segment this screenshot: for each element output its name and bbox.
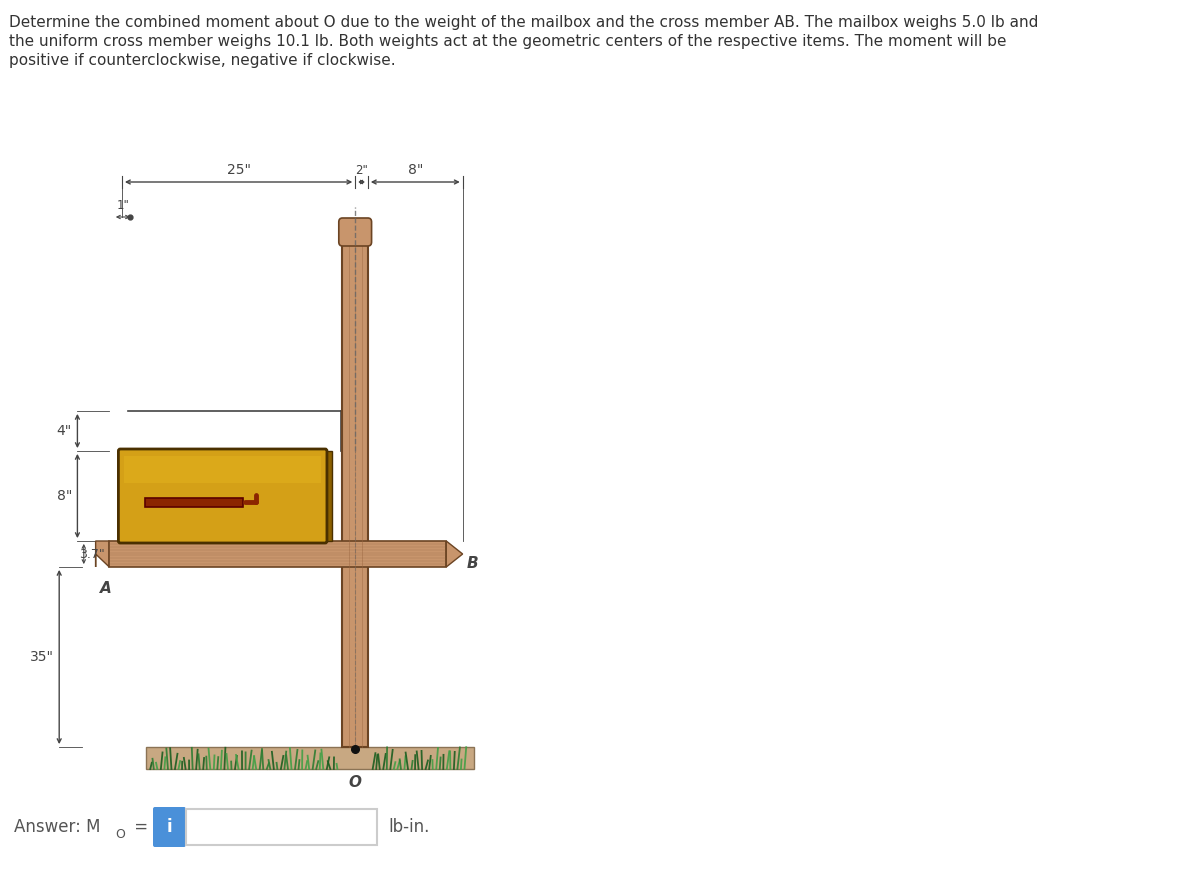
Polygon shape xyxy=(96,541,109,567)
Text: 8": 8" xyxy=(56,489,72,503)
Text: Determine the combined moment about O due to the weight of the mailbox and the c: Determine the combined moment about O du… xyxy=(10,15,1038,30)
Text: B: B xyxy=(467,557,478,572)
Text: O: O xyxy=(349,775,361,790)
Bar xyxy=(186,809,377,845)
FancyBboxPatch shape xyxy=(154,807,186,847)
Text: O: O xyxy=(115,828,126,840)
Text: i: i xyxy=(167,818,173,836)
Bar xyxy=(342,237,368,747)
FancyBboxPatch shape xyxy=(338,218,372,246)
Bar xyxy=(145,498,244,507)
Bar xyxy=(109,541,446,567)
Text: 2": 2" xyxy=(355,164,368,177)
Text: 3.7": 3.7" xyxy=(79,547,104,560)
Text: =: = xyxy=(130,818,154,836)
Text: positive if counterclockwise, negative if clockwise.: positive if counterclockwise, negative i… xyxy=(10,53,396,68)
Bar xyxy=(325,451,332,541)
Text: 35": 35" xyxy=(30,650,54,664)
Text: Answer: M: Answer: M xyxy=(13,818,100,836)
Text: lb-in.: lb-in. xyxy=(388,818,430,836)
Text: 8": 8" xyxy=(408,163,422,177)
Bar xyxy=(124,455,322,482)
Text: the uniform cross member weighs 10.1 lb. Both weights act at the geometric cente: the uniform cross member weighs 10.1 lb.… xyxy=(10,34,1007,49)
Text: 4": 4" xyxy=(56,424,72,438)
FancyBboxPatch shape xyxy=(119,449,326,543)
Text: 1": 1" xyxy=(116,199,130,212)
Polygon shape xyxy=(446,541,463,567)
Text: 25": 25" xyxy=(227,163,251,177)
Text: A: A xyxy=(100,581,112,596)
Bar xyxy=(145,747,474,769)
